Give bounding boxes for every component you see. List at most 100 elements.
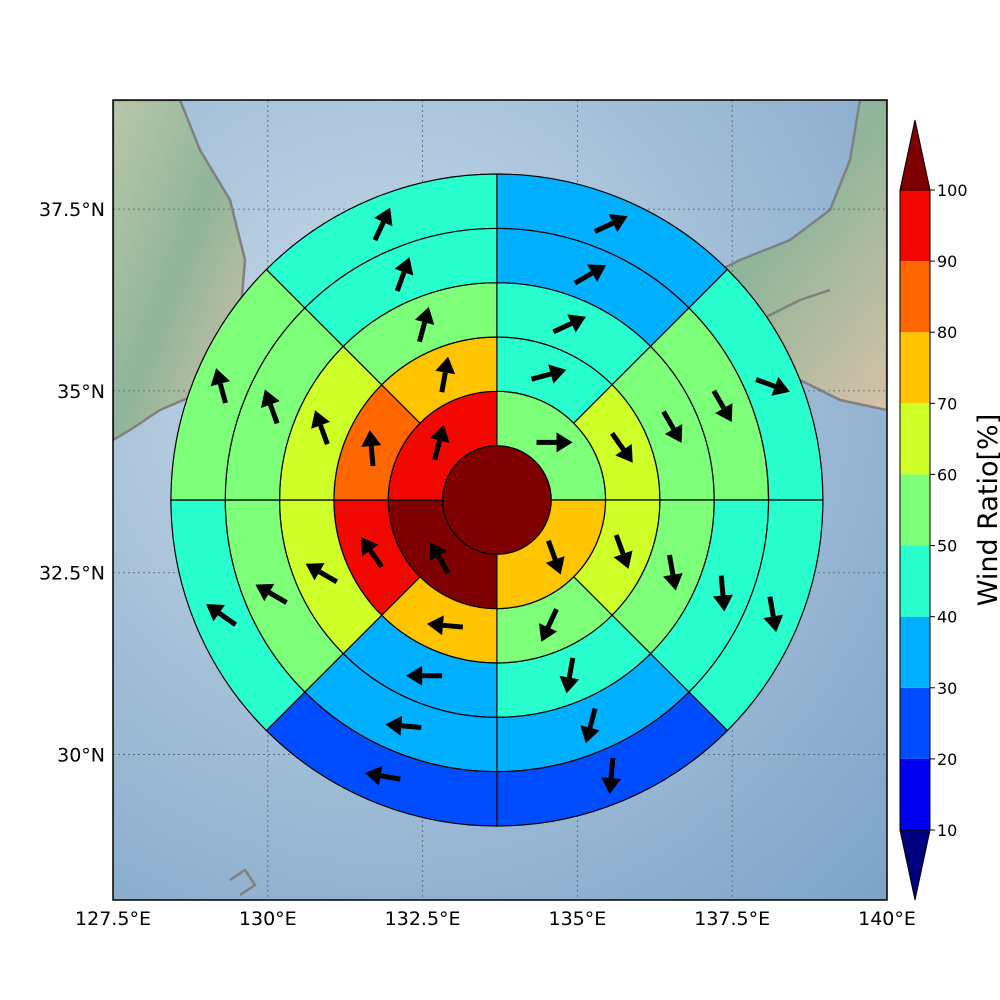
colorbar-segment xyxy=(900,545,930,617)
wind-arrow-shaft xyxy=(380,773,401,782)
wind-arrow-shaft xyxy=(755,377,776,389)
wind-arrow-head xyxy=(580,725,600,744)
wind-arrow-head xyxy=(538,623,558,642)
wind-arrow-head xyxy=(394,257,414,276)
colorbar-segment xyxy=(900,403,930,475)
wind-arrow xyxy=(713,575,733,612)
wind-arrow-head xyxy=(548,364,567,384)
colorbar-tick-label: 80 xyxy=(937,323,957,342)
wind-arrow-shaft xyxy=(318,569,339,584)
wind-arrow-shaft xyxy=(394,271,407,292)
wind-arrow xyxy=(364,765,401,786)
map-frame xyxy=(112,99,888,901)
wind-arrow-shaft xyxy=(530,371,552,382)
colorbar-extend-min xyxy=(899,829,931,901)
polar-cell xyxy=(265,173,498,309)
wind-arrow-shaft xyxy=(610,431,626,452)
colorbar-segment xyxy=(900,261,930,333)
wind-arrow-shaft xyxy=(546,539,558,561)
wind-arrow-shaft xyxy=(432,439,443,461)
wind-arrow-shaft xyxy=(711,389,726,410)
wind-arrow-shaft xyxy=(573,270,594,286)
wind-arrow-shaft xyxy=(667,554,676,576)
wind-arrow xyxy=(763,596,784,633)
colorbar-tick-label: 90 xyxy=(937,252,957,271)
wind-arrow-head xyxy=(414,306,435,325)
wind-arrow-shaft xyxy=(401,723,422,730)
wind-arrow-shaft xyxy=(318,424,330,445)
wind-arrow-head xyxy=(613,550,633,569)
wind-arrow-head xyxy=(385,715,403,736)
wind-arrow xyxy=(610,431,633,463)
wind-arrow-head xyxy=(311,410,330,429)
wind-arrow xyxy=(361,430,382,467)
wind-arrow-shaft xyxy=(613,534,626,555)
wind-arrow xyxy=(435,356,456,393)
wind-arrow-shaft xyxy=(767,596,776,617)
colorbar-segment xyxy=(900,474,930,546)
wind-arrow xyxy=(255,583,288,605)
wind-arrow xyxy=(414,306,435,343)
wind-arrow xyxy=(206,604,237,627)
wind-arrow-head xyxy=(664,423,683,443)
wind-arrow xyxy=(361,537,384,569)
wind-arrow xyxy=(385,715,422,736)
polar-cells xyxy=(171,173,824,827)
wind-arrow-head xyxy=(567,314,586,333)
wind-arrow-head xyxy=(426,615,444,636)
wind-arrow-shaft xyxy=(566,657,576,679)
wind-arrow-shaft xyxy=(436,554,451,575)
wind-arrow xyxy=(661,410,683,443)
wind-arrow-head xyxy=(374,207,393,227)
map-panel xyxy=(0,0,888,901)
lat-tick-label: 32.5°N xyxy=(39,563,105,585)
wind-arrow-shaft xyxy=(442,622,464,630)
wind-arrow-shaft xyxy=(417,321,428,343)
wind-arrow-shaft xyxy=(718,575,726,596)
wind-arrow-head xyxy=(663,573,683,591)
wind-arrow-head xyxy=(361,537,379,557)
lat-tick-label: 37.5°N xyxy=(39,199,105,221)
wind-arrow-shaft xyxy=(661,410,676,431)
wind-arrow-head xyxy=(255,583,275,602)
wind-arrow xyxy=(755,376,790,396)
lon-tick-label: 137.5°E xyxy=(694,908,770,930)
wind-arrow-head xyxy=(608,214,628,233)
colorbar-segment xyxy=(900,687,930,759)
wind-arrow xyxy=(613,534,633,569)
colorbar-segment xyxy=(900,758,930,830)
wind-arrow xyxy=(580,707,600,744)
colorbar-segments xyxy=(899,119,931,901)
wind-arrow xyxy=(573,264,607,286)
wind-arrow-head xyxy=(545,556,565,575)
lat-tick-label: 30°N xyxy=(57,745,105,767)
wind-arrow-head xyxy=(715,403,733,423)
wind-arrow xyxy=(552,314,586,335)
wind-arrow-shaft xyxy=(552,321,573,335)
wind-arrow-shaft xyxy=(439,372,448,393)
wind-arrow-head xyxy=(361,430,382,447)
colorbar-tick-label: 40 xyxy=(937,608,957,627)
colorbar-tick-label: 50 xyxy=(937,537,957,556)
wind-arrow xyxy=(430,424,450,461)
colorbar-tick-label: 20 xyxy=(937,750,957,769)
wind-arrow xyxy=(593,214,628,234)
colorbar-tick-label: 100 xyxy=(937,181,968,200)
wind-arrow-shaft xyxy=(593,220,615,234)
wind-arrow-shaft xyxy=(587,707,598,729)
wind-arrow-head xyxy=(406,665,423,686)
colorbar-tick-label: 10 xyxy=(937,821,957,840)
wind-arrow-shaft xyxy=(368,548,384,569)
wind-arrow xyxy=(711,389,733,423)
wind-arrow xyxy=(372,207,393,242)
wind-arrow xyxy=(536,432,573,453)
wind-arrow xyxy=(538,608,559,642)
colorbar-segment xyxy=(900,616,930,688)
wind-arrow xyxy=(545,539,565,575)
wind-arrow-shaft xyxy=(217,383,228,404)
wind-arrow-head xyxy=(601,777,622,795)
wind-arrow xyxy=(601,757,622,795)
wind-arrow-head xyxy=(559,675,580,694)
wind-arrow xyxy=(426,615,464,636)
